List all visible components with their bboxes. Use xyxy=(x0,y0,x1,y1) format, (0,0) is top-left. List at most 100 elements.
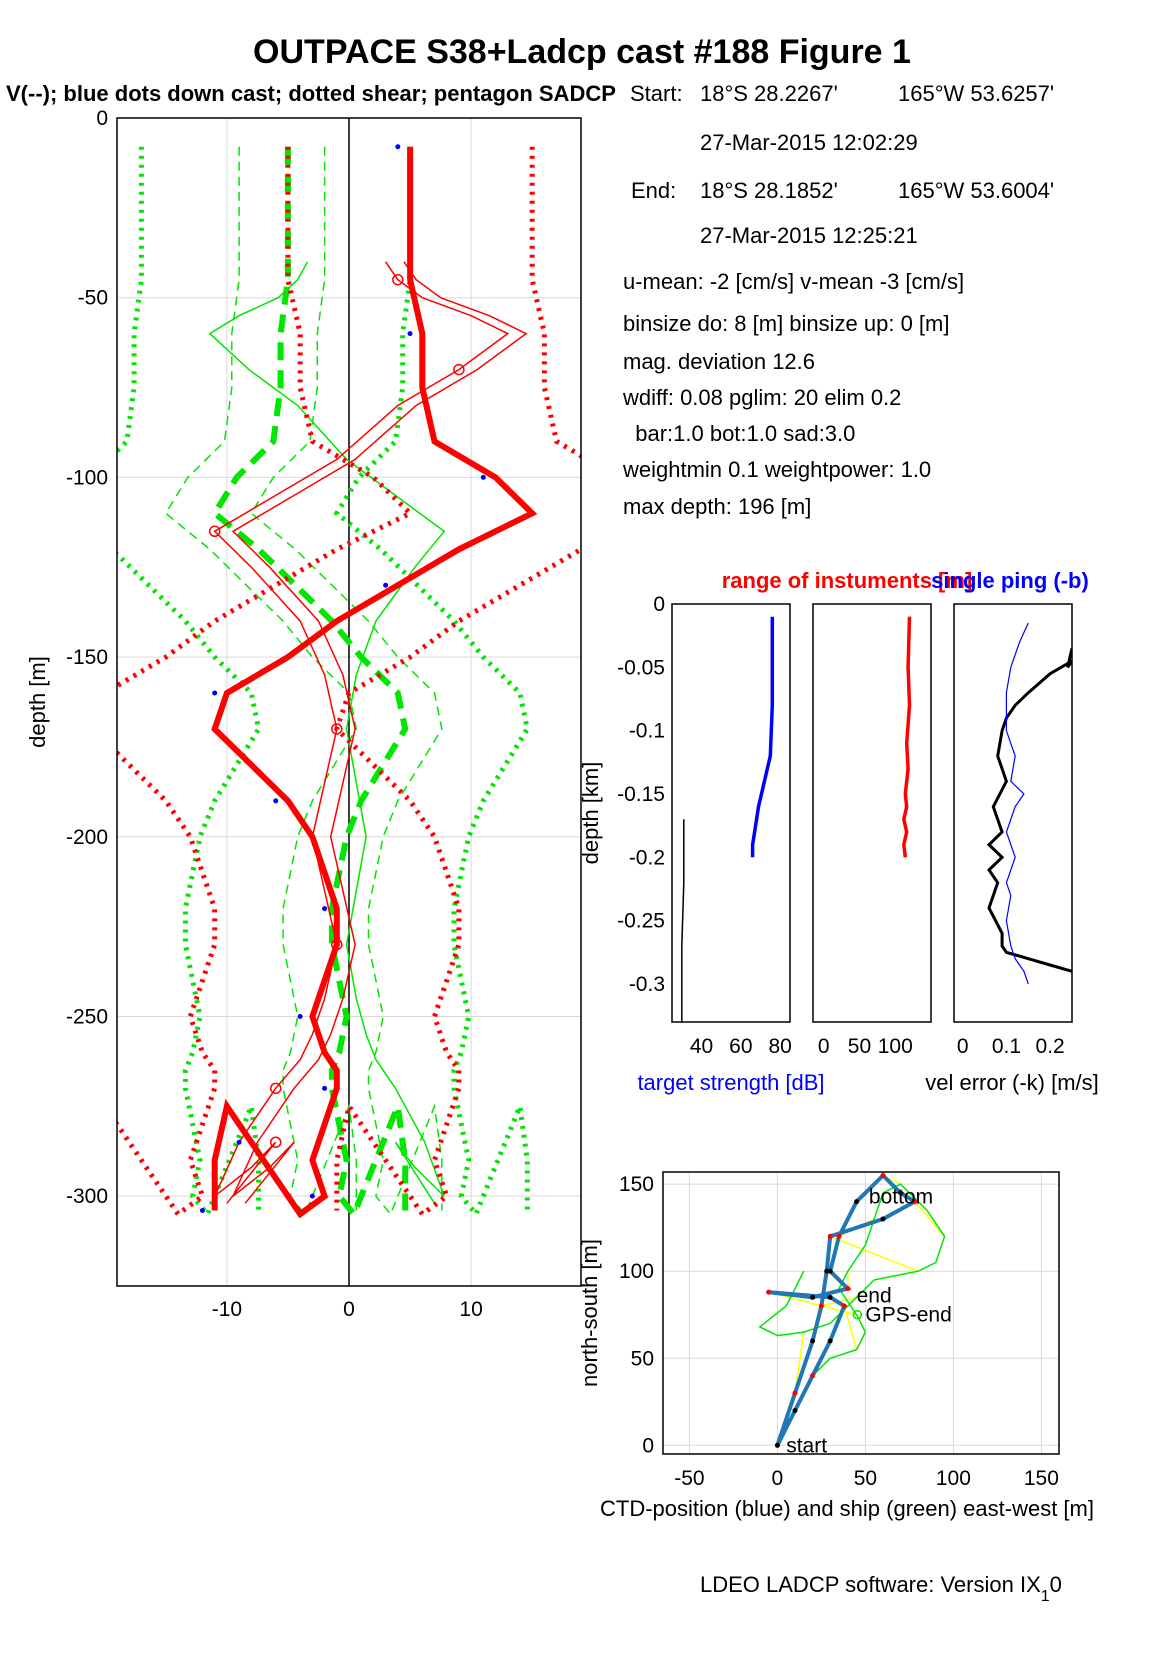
track-grid xyxy=(663,1172,1059,1454)
x-tick-label: 150 xyxy=(1024,1467,1059,1490)
track-point xyxy=(810,1373,816,1379)
track-label: start xyxy=(786,1434,827,1457)
downcast-dot xyxy=(480,474,486,480)
y-tick-label: 0 xyxy=(653,593,665,616)
ctd-track-line xyxy=(768,1172,919,1447)
track-point xyxy=(774,1442,780,1448)
x-tick-label: 40 xyxy=(690,1035,713,1058)
downcast-dot xyxy=(273,798,279,804)
x-tick-label: 10 xyxy=(459,1298,482,1321)
x-tick-label: 0.2 xyxy=(1036,1035,1065,1058)
x-tick-label: 0 xyxy=(772,1467,784,1490)
y-tick-label: -0.1 xyxy=(629,720,665,743)
y-tick-label: -50 xyxy=(78,287,108,310)
target-strength-curves xyxy=(681,616,775,1022)
target-strength-tick-labels: 40 60 80 0 -0.05 -0.1 -0.15 -0.2 -0.25 -0.3 xyxy=(617,593,792,1058)
track-point xyxy=(854,1199,860,1205)
track-point xyxy=(912,1199,918,1205)
end-lon: 165°W 53.6004' xyxy=(898,178,1054,203)
track-point xyxy=(827,1233,833,1239)
v-sadcp-line xyxy=(208,261,446,1204)
track-point xyxy=(824,1268,830,1274)
info-panel: Start: 18°S 28.2267' 165°W 53.6257' 27-M… xyxy=(622,81,1054,519)
x-tick-label: 0 xyxy=(343,1298,355,1321)
u-down-line xyxy=(213,261,510,1204)
end-label: End: xyxy=(631,178,676,203)
ctd-ship-connector xyxy=(914,1201,946,1237)
single-ping-tick-labels: 0 50 100 xyxy=(818,1035,913,1058)
sadcp-marker xyxy=(453,363,465,376)
track-ylabel: north-south [m] xyxy=(577,1239,602,1387)
track-point xyxy=(818,1303,824,1309)
track-label: GPS-end xyxy=(865,1304,951,1327)
track-point xyxy=(880,1172,886,1178)
y-tick-label: -0.15 xyxy=(617,783,665,806)
velocity-error-curves xyxy=(986,622,1072,985)
single-ping-panel: 0 50 100 range of instuments [m] xyxy=(722,568,973,1058)
x-tick-label: 60 xyxy=(729,1035,752,1058)
u-shear-right xyxy=(333,146,581,1218)
track-point xyxy=(810,1338,816,1344)
y-tick-label: -0.25 xyxy=(617,910,665,933)
ctd-ship-connector xyxy=(829,1235,919,1272)
start-time: 27-Mar-2015 12:02:29 xyxy=(700,130,918,155)
downcast-dot xyxy=(407,331,413,337)
panel-series-line xyxy=(750,616,775,858)
ship-track-line xyxy=(758,1183,946,1446)
velocity-error-xlabel: vel error (-k) [m/s] xyxy=(925,1070,1099,1095)
downcast-dot xyxy=(212,690,218,696)
sadcp-marker xyxy=(331,938,343,951)
velocity-tick-labels: -10 0 100-50-100-150-200-250-300 xyxy=(66,107,483,1321)
u-up-line xyxy=(231,261,528,1204)
track-label: end xyxy=(857,1285,892,1308)
y-tick-label: -250 xyxy=(66,1005,108,1028)
start-label: Start: xyxy=(630,81,683,106)
track-point xyxy=(836,1233,842,1239)
downcast-dot xyxy=(395,144,401,150)
y-tick-label: -150 xyxy=(66,646,108,669)
y-tick-label: -0.05 xyxy=(617,656,665,679)
track-point xyxy=(810,1294,816,1300)
downcast-dot xyxy=(383,582,389,588)
x-tick-label: 0 xyxy=(957,1035,969,1058)
track-point xyxy=(827,1338,833,1344)
velocity-error-panel: 0 0.1 0.2 single ping (-b) vel error (-k) … xyxy=(925,568,1099,1095)
x-tick-label: 80 xyxy=(768,1035,791,1058)
x-tick-label: -50 xyxy=(674,1467,704,1490)
velocity-profile-panel: -10 0 100-50-100-150-200-250-300 depth [m] xyxy=(25,107,582,1321)
end-lat: 18°S 28.1852' xyxy=(700,178,838,203)
track-point xyxy=(827,1268,833,1274)
y-tick-label: 100 xyxy=(619,1260,654,1283)
y-tick-label: -100 xyxy=(66,466,108,489)
panel-series-line xyxy=(986,647,1072,973)
downcast-dot xyxy=(297,1013,303,1019)
ctd-ship-connector xyxy=(843,1305,858,1350)
y-tick-label: 50 xyxy=(631,1347,654,1370)
downcast-dot xyxy=(309,1193,315,1199)
y-tick-label: 0 xyxy=(96,107,108,130)
downcast-dot xyxy=(322,1085,328,1091)
y-tick-label: -300 xyxy=(66,1185,108,1208)
track-point xyxy=(845,1286,851,1292)
weight: weightmin 0.1 weightpower: 1.0 xyxy=(622,457,931,482)
figure-title: OUTPACE S38+Ladcp cast #188 Figure 1 xyxy=(253,33,911,71)
track-point xyxy=(898,1190,904,1196)
y-tick-label: -200 xyxy=(66,826,108,849)
max-depth: max depth: 196 [m] xyxy=(623,494,811,519)
v-up-line xyxy=(250,146,443,1216)
track-point xyxy=(792,1390,798,1396)
target-strength-ylabel: depth [km] xyxy=(578,762,603,865)
velocity-error-axes-box xyxy=(953,603,1073,1023)
track-axes-box xyxy=(662,1171,1060,1455)
target-strength-panel: 40 60 80 0 -0.05 -0.1 -0.15 -0.2 -0.25 -0.3 depth… xyxy=(578,593,825,1095)
velocity-curves xyxy=(117,118,581,1286)
sadcp-marker xyxy=(331,723,343,735)
track-point xyxy=(792,1407,798,1413)
sadcp-marker xyxy=(269,1136,282,1148)
y-tick-label: -0.3 xyxy=(629,973,665,996)
binsize: binsize do: 8 [m] binsize up: 0 [m] xyxy=(623,311,950,336)
range-title: range of instuments [m] xyxy=(722,568,973,593)
single-ping-curves xyxy=(902,616,912,858)
wdiff: wdiff: 0.08 pglim: 20 elim 0.2 xyxy=(622,385,901,410)
